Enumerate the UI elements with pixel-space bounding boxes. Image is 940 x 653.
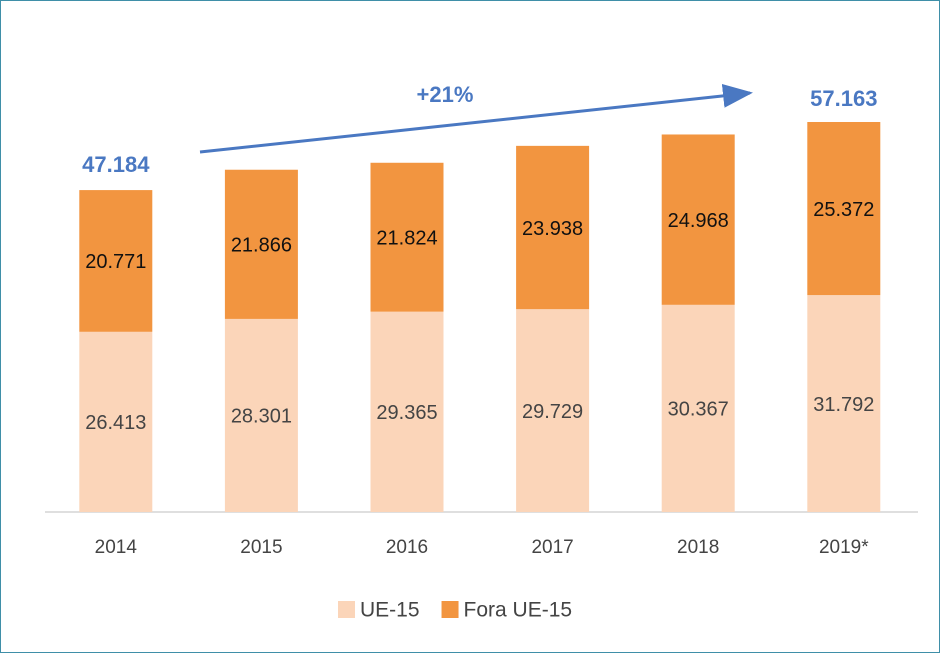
bar-segment bbox=[224, 169, 298, 319]
growth-label: +21% bbox=[417, 82, 474, 107]
bar-segment bbox=[661, 134, 735, 305]
data-label: 31.792 bbox=[813, 394, 874, 416]
data-label: 29.365 bbox=[376, 402, 437, 424]
bar-segment bbox=[661, 304, 735, 512]
legend-label: UE-15 bbox=[360, 599, 420, 622]
data-label: 23.938 bbox=[522, 218, 583, 240]
growth-arrow bbox=[199, 83, 753, 154]
bar-segment bbox=[79, 190, 153, 332]
x-tick-label: 2019* bbox=[819, 537, 869, 558]
total-label: 47.184 bbox=[82, 152, 150, 177]
data-label: 20.771 bbox=[85, 251, 146, 273]
bar-segment bbox=[516, 309, 590, 512]
x-tick-label: 2014 bbox=[95, 537, 138, 558]
data-label: 29.729 bbox=[522, 401, 583, 423]
data-label: 26.413 bbox=[85, 412, 146, 434]
bar-segment bbox=[370, 311, 444, 512]
total-label: 57.163 bbox=[810, 86, 877, 111]
x-tick-label: 2015 bbox=[240, 537, 282, 558]
legend-swatch bbox=[441, 601, 459, 618]
legend-label: Fora UE-15 bbox=[464, 599, 573, 622]
bar-segment bbox=[370, 162, 444, 312]
x-tick-label: 2018 bbox=[677, 537, 719, 558]
data-label: 25.372 bbox=[813, 199, 874, 221]
data-label: 21.824 bbox=[376, 227, 437, 249]
bar-segment bbox=[807, 295, 881, 512]
x-tick-label: 2016 bbox=[386, 537, 428, 558]
data-label: 30.367 bbox=[668, 399, 729, 421]
bar-segment bbox=[79, 331, 153, 512]
data-label: 28.301 bbox=[231, 406, 292, 428]
x-tick-label: 2017 bbox=[531, 537, 573, 558]
legend-swatch bbox=[338, 601, 355, 618]
bar-segment bbox=[516, 145, 590, 310]
bar-segment bbox=[224, 318, 298, 512]
data-label: 24.968 bbox=[668, 210, 729, 232]
bar-segment bbox=[807, 122, 881, 296]
data-label: 21.866 bbox=[231, 235, 292, 257]
